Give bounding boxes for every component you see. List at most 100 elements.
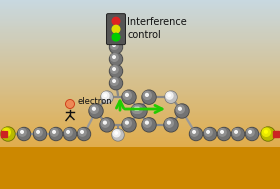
Circle shape xyxy=(17,128,31,140)
Circle shape xyxy=(204,128,216,140)
Text: electron: electron xyxy=(77,98,112,106)
Circle shape xyxy=(132,105,140,113)
Circle shape xyxy=(104,121,106,124)
Circle shape xyxy=(66,99,74,108)
Circle shape xyxy=(112,17,120,25)
Circle shape xyxy=(92,107,95,110)
Circle shape xyxy=(205,129,212,136)
Circle shape xyxy=(90,105,98,113)
Circle shape xyxy=(65,129,72,136)
Circle shape xyxy=(111,42,118,49)
Circle shape xyxy=(18,128,30,140)
Circle shape xyxy=(190,128,202,140)
Circle shape xyxy=(143,91,155,103)
Bar xyxy=(273,131,279,137)
Circle shape xyxy=(207,131,209,133)
Circle shape xyxy=(134,105,142,113)
Circle shape xyxy=(221,131,223,133)
Circle shape xyxy=(112,25,120,33)
Circle shape xyxy=(113,56,115,58)
Circle shape xyxy=(101,119,113,131)
Circle shape xyxy=(146,121,148,124)
Circle shape xyxy=(179,107,181,110)
Text: Interference
control: Interference control xyxy=(127,17,187,40)
Circle shape xyxy=(112,33,120,41)
Circle shape xyxy=(143,119,151,127)
Circle shape xyxy=(34,128,46,140)
Circle shape xyxy=(165,91,177,103)
Circle shape xyxy=(64,128,76,140)
Circle shape xyxy=(50,128,62,140)
Circle shape xyxy=(232,128,244,140)
Circle shape xyxy=(176,105,184,113)
Circle shape xyxy=(131,104,145,118)
Circle shape xyxy=(110,42,122,53)
Circle shape xyxy=(81,131,83,133)
Circle shape xyxy=(110,66,122,77)
Circle shape xyxy=(262,128,274,140)
Circle shape xyxy=(53,131,55,133)
Circle shape xyxy=(191,129,198,136)
Circle shape xyxy=(218,128,230,140)
Circle shape xyxy=(175,104,189,118)
Circle shape xyxy=(204,128,216,140)
Circle shape xyxy=(165,119,173,127)
Circle shape xyxy=(110,77,122,89)
Circle shape xyxy=(113,130,120,137)
Circle shape xyxy=(143,119,155,131)
Circle shape xyxy=(79,129,86,136)
Circle shape xyxy=(101,91,113,103)
Circle shape xyxy=(50,128,62,140)
Circle shape xyxy=(109,77,123,90)
Circle shape xyxy=(142,90,156,104)
Circle shape xyxy=(134,105,146,117)
Circle shape xyxy=(167,121,170,124)
Circle shape xyxy=(176,105,188,117)
Circle shape xyxy=(21,131,23,133)
Circle shape xyxy=(165,119,177,131)
Circle shape xyxy=(232,128,244,140)
Circle shape xyxy=(90,105,102,117)
Circle shape xyxy=(142,118,156,132)
Circle shape xyxy=(249,131,251,133)
Circle shape xyxy=(218,128,230,140)
Circle shape xyxy=(113,80,115,82)
FancyBboxPatch shape xyxy=(106,14,125,45)
Circle shape xyxy=(112,129,124,141)
Circle shape xyxy=(168,94,171,96)
Circle shape xyxy=(109,41,123,54)
Circle shape xyxy=(123,119,131,127)
Circle shape xyxy=(137,107,139,110)
Circle shape xyxy=(122,118,136,132)
Circle shape xyxy=(101,119,109,127)
Bar xyxy=(1,131,7,137)
Circle shape xyxy=(67,131,69,133)
Circle shape xyxy=(109,65,123,78)
Circle shape xyxy=(113,68,115,70)
Circle shape xyxy=(125,94,128,96)
Circle shape xyxy=(100,118,114,132)
Circle shape xyxy=(125,121,128,124)
Circle shape xyxy=(246,128,258,140)
Circle shape xyxy=(102,92,112,102)
Circle shape xyxy=(166,92,176,102)
Circle shape xyxy=(122,90,136,104)
Circle shape xyxy=(78,128,90,140)
Circle shape xyxy=(18,129,26,136)
Circle shape xyxy=(190,128,202,140)
Circle shape xyxy=(146,94,148,96)
Circle shape xyxy=(109,53,123,66)
Circle shape xyxy=(34,128,46,140)
Circle shape xyxy=(133,104,147,118)
Circle shape xyxy=(261,127,275,141)
Circle shape xyxy=(110,53,122,65)
Circle shape xyxy=(35,129,42,136)
Circle shape xyxy=(134,107,137,110)
Circle shape xyxy=(219,129,226,136)
Circle shape xyxy=(113,44,115,46)
Circle shape xyxy=(111,54,118,61)
Circle shape xyxy=(89,104,103,118)
Circle shape xyxy=(111,66,118,73)
Circle shape xyxy=(78,128,90,140)
Circle shape xyxy=(262,128,270,136)
